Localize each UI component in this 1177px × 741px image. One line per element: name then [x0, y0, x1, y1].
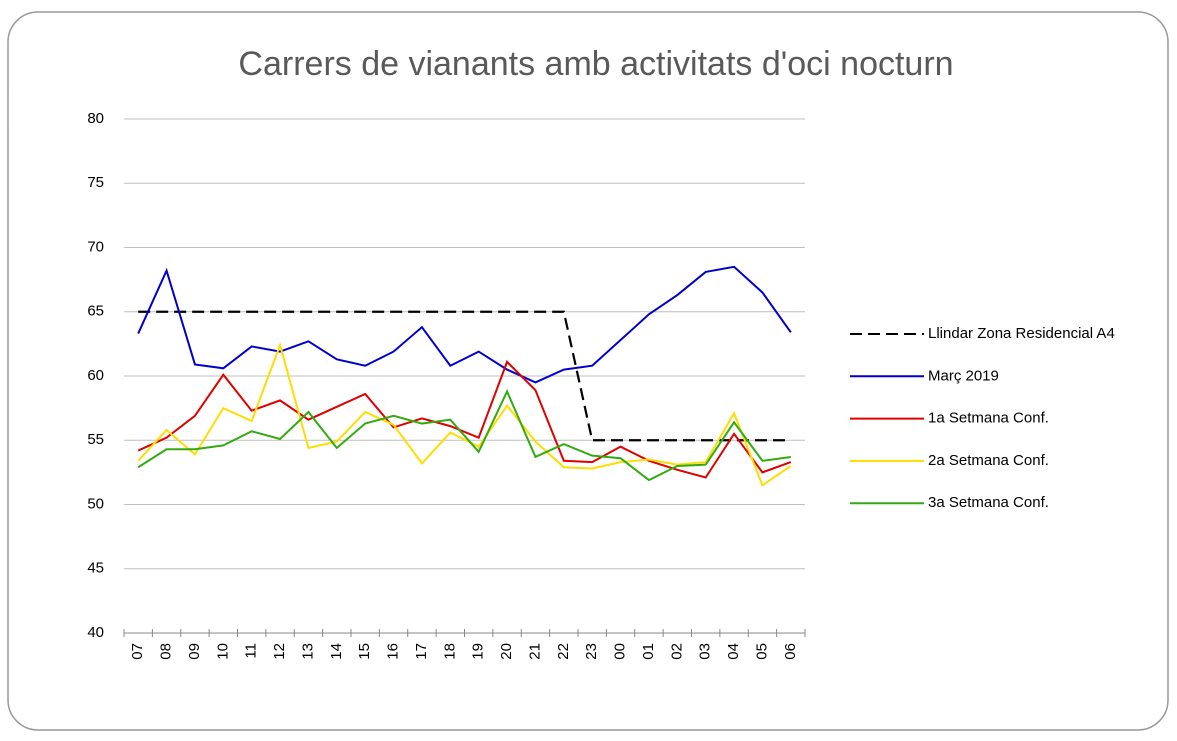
y-tick-label: 55	[87, 431, 104, 448]
x-tick-label: 01	[640, 643, 657, 660]
x-tick-label: 07	[129, 643, 146, 660]
y-tick-label: 80	[87, 110, 104, 127]
x-tick-label: 20	[498, 643, 515, 660]
card	[7, 11, 1169, 731]
x-tick-label: 19	[470, 643, 487, 660]
x-tick-label: 23	[583, 643, 600, 660]
x-tick-label: 14	[328, 643, 345, 660]
x-tick-label: 10	[214, 643, 231, 660]
x-tick-label: 02	[668, 643, 685, 660]
x-tick-label: 09	[186, 643, 203, 660]
y-tick-label: 75	[87, 174, 104, 191]
series-line	[137, 341, 792, 487]
series-line	[137, 388, 791, 482]
legend-label: 2a Setmana Conf.	[928, 452, 1049, 469]
series-line	[138, 310, 791, 442]
series-line	[137, 265, 792, 384]
legend-label: Març 2019	[928, 367, 999, 384]
chart-title: Carrers de vianants amb activitats d'oci…	[238, 45, 953, 83]
legend-label: Llindar Zona Residencial A4	[928, 325, 1115, 342]
y-tick-label: 40	[87, 624, 104, 641]
x-tick-label: 03	[697, 643, 714, 660]
x-tick-label: 17	[413, 643, 430, 660]
x-tick-label: 15	[356, 643, 373, 660]
x-tick-label: 18	[441, 643, 458, 660]
y-tick-label: 60	[87, 367, 104, 384]
series-line	[137, 360, 792, 479]
x-tick-label: 13	[299, 643, 316, 660]
x-tick-label: 11	[243, 643, 260, 659]
legend-label: 3a Setmana Conf.	[928, 494, 1049, 511]
y-tick-label: 65	[87, 303, 104, 320]
x-tick-label: 22	[555, 643, 572, 660]
x-tick-label: 21	[526, 643, 543, 660]
x-tick-label: 04	[725, 643, 742, 660]
y-tick-label: 70	[87, 238, 104, 255]
x-tick-label: 16	[385, 643, 402, 660]
x-tick-label: 05	[753, 643, 770, 660]
x-tick-label: 00	[612, 643, 629, 660]
y-tick-label: 45	[87, 560, 104, 577]
x-tick-label: 12	[271, 643, 288, 660]
y-tick-label: 50	[87, 495, 104, 512]
x-tick-label: 08	[158, 643, 175, 660]
x-tick-label: 06	[782, 643, 799, 660]
legend-label: 1a Setmana Conf.	[928, 410, 1049, 427]
